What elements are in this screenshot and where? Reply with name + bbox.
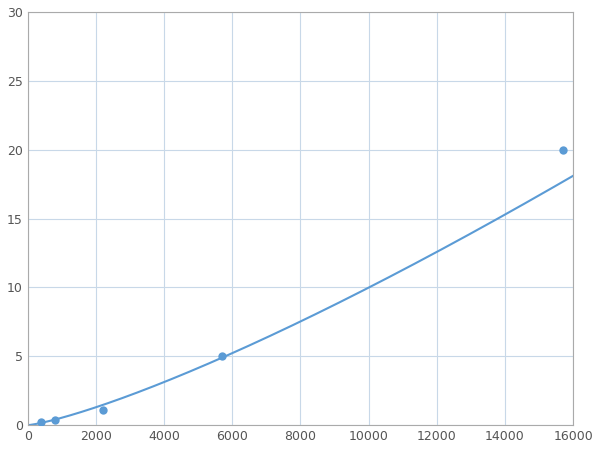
Point <box>98 406 107 414</box>
Point <box>217 353 227 360</box>
Point <box>558 146 568 153</box>
Point <box>37 419 46 426</box>
Point <box>50 416 60 423</box>
